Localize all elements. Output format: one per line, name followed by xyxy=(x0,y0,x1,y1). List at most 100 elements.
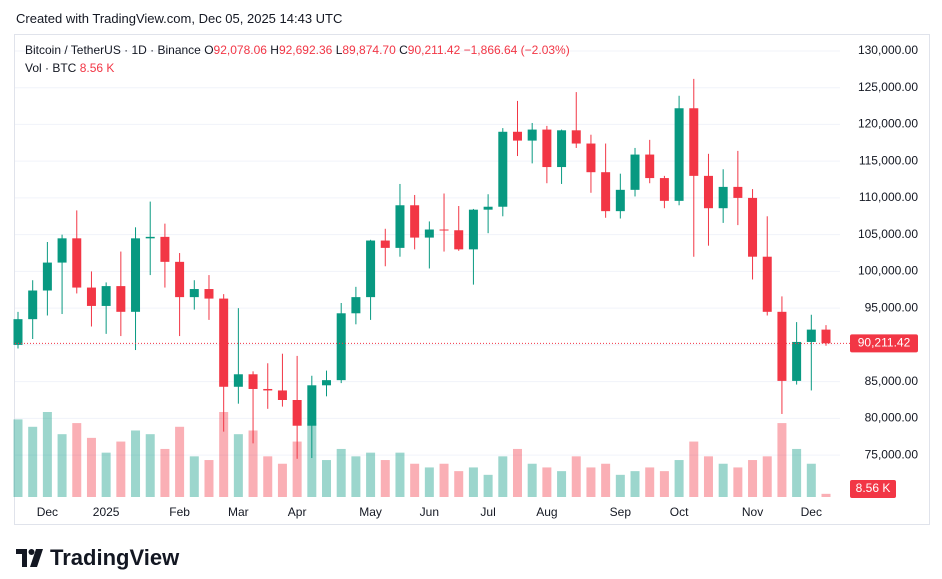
candle-body xyxy=(351,297,361,314)
candle-body xyxy=(718,186,728,209)
volume-bar xyxy=(219,412,229,497)
candle-body xyxy=(527,129,537,141)
legend-key: C xyxy=(399,43,408,57)
x-tick-label: Jun xyxy=(420,505,439,519)
x-tick-label: 2025 xyxy=(93,505,120,519)
candle-body xyxy=(674,108,684,201)
candle-body xyxy=(204,289,214,299)
candle-body xyxy=(13,319,23,345)
y-tick-label: 130,000.00 xyxy=(858,43,918,57)
volume-bar xyxy=(718,463,728,497)
volume-bar xyxy=(821,493,831,497)
legend-key: O xyxy=(204,43,214,57)
candle-body xyxy=(145,236,155,239)
candle-body xyxy=(615,189,625,212)
candle-body xyxy=(586,143,596,173)
y-tick-label: 85,000.00 xyxy=(865,374,919,388)
y-tick-label: 120,000.00 xyxy=(858,117,918,131)
candle-body xyxy=(424,229,434,238)
volume-bar xyxy=(160,448,170,497)
candle-body xyxy=(366,240,376,298)
volume-bar xyxy=(512,448,522,497)
volume-bar xyxy=(659,471,669,497)
x-tick-label: Sep xyxy=(610,505,632,519)
y-tick-label: 105,000.00 xyxy=(858,227,918,241)
legend: Bitcoin / TetherUS · 1D · Binance O92,07… xyxy=(25,41,570,77)
volume-bar xyxy=(86,437,96,497)
volume-bar xyxy=(630,471,640,497)
candle-body xyxy=(512,131,522,141)
legend-symbol: Bitcoin / TetherUS · 1D · Binance xyxy=(25,43,201,57)
candle-body xyxy=(659,178,669,201)
volume-bar xyxy=(674,460,684,497)
volume-bar xyxy=(248,430,258,497)
legend-key: H xyxy=(270,43,279,57)
volume-bar xyxy=(380,460,390,497)
volume-bar xyxy=(733,467,743,497)
volume-bar xyxy=(145,434,155,497)
volume-bar xyxy=(571,456,581,497)
candle-body xyxy=(175,261,185,298)
candle-body xyxy=(733,186,743,198)
x-tick-label: Jul xyxy=(480,505,495,519)
candle-body xyxy=(468,209,478,250)
legend-key: L xyxy=(335,43,343,57)
logo[interactable]: TradingView xyxy=(16,545,179,571)
candle-body xyxy=(322,380,332,386)
y-tick-label: 75,000.00 xyxy=(865,447,919,461)
legend-value: 89,874.70 xyxy=(342,43,396,57)
volume-bar xyxy=(307,423,317,497)
candle-body xyxy=(630,154,640,190)
x-tick-label: Nov xyxy=(742,505,763,519)
volume-bar xyxy=(189,456,199,497)
volume-bar xyxy=(101,452,111,497)
candle-body xyxy=(689,108,699,176)
volume-bar xyxy=(277,463,287,497)
candle-body xyxy=(542,129,552,168)
volume-bar xyxy=(557,471,567,497)
candle-body xyxy=(116,286,126,312)
y-tick-label: 125,000.00 xyxy=(858,80,918,94)
volume-bar xyxy=(263,456,273,497)
y-tick-label: 110,000.00 xyxy=(859,190,918,204)
volume-bar xyxy=(336,448,346,497)
volume-bar xyxy=(527,463,537,497)
volume-bar xyxy=(483,474,493,497)
last-price-box xyxy=(850,334,918,353)
legend-value: 92,078.06 xyxy=(213,43,267,57)
candle-body xyxy=(277,390,287,400)
x-tick-label: May xyxy=(359,505,382,519)
legend-value: 92,692.36 xyxy=(278,43,333,57)
candle-body xyxy=(248,374,258,389)
volume-bar xyxy=(131,430,141,497)
volume-bar xyxy=(542,467,552,497)
volume-bar xyxy=(175,426,185,497)
last-price-label: 90,211.42 xyxy=(858,336,911,350)
candle-body xyxy=(219,298,229,387)
volume-bar xyxy=(322,460,332,497)
candle-body xyxy=(498,131,508,207)
volume-bar xyxy=(366,452,376,497)
volume-bar xyxy=(233,434,243,497)
volume-bar xyxy=(28,426,38,497)
volume-bar xyxy=(645,467,655,497)
x-tick-label: Oct xyxy=(670,505,689,519)
candle-body xyxy=(645,154,655,179)
candle-body xyxy=(131,238,141,312)
volume-bar xyxy=(703,456,713,497)
volume-bar xyxy=(204,460,214,497)
candle-body xyxy=(806,329,816,342)
volume-bar xyxy=(116,441,126,497)
x-tick-label: Dec xyxy=(801,505,822,519)
candle-body xyxy=(263,388,273,391)
candle-body xyxy=(233,374,243,387)
volume-bar xyxy=(777,423,787,497)
candle-body xyxy=(703,175,713,209)
candle-body xyxy=(101,286,111,306)
x-tick-label: Feb xyxy=(169,505,190,519)
x-tick-label: Apr xyxy=(288,505,307,519)
candle-body xyxy=(336,313,346,381)
brand: TradingView xyxy=(50,545,180,570)
legend-volume-value: 8.56 K xyxy=(79,61,115,75)
legend-ohlc: Bitcoin / TetherUS · 1D · Binance O92,07… xyxy=(25,41,570,59)
